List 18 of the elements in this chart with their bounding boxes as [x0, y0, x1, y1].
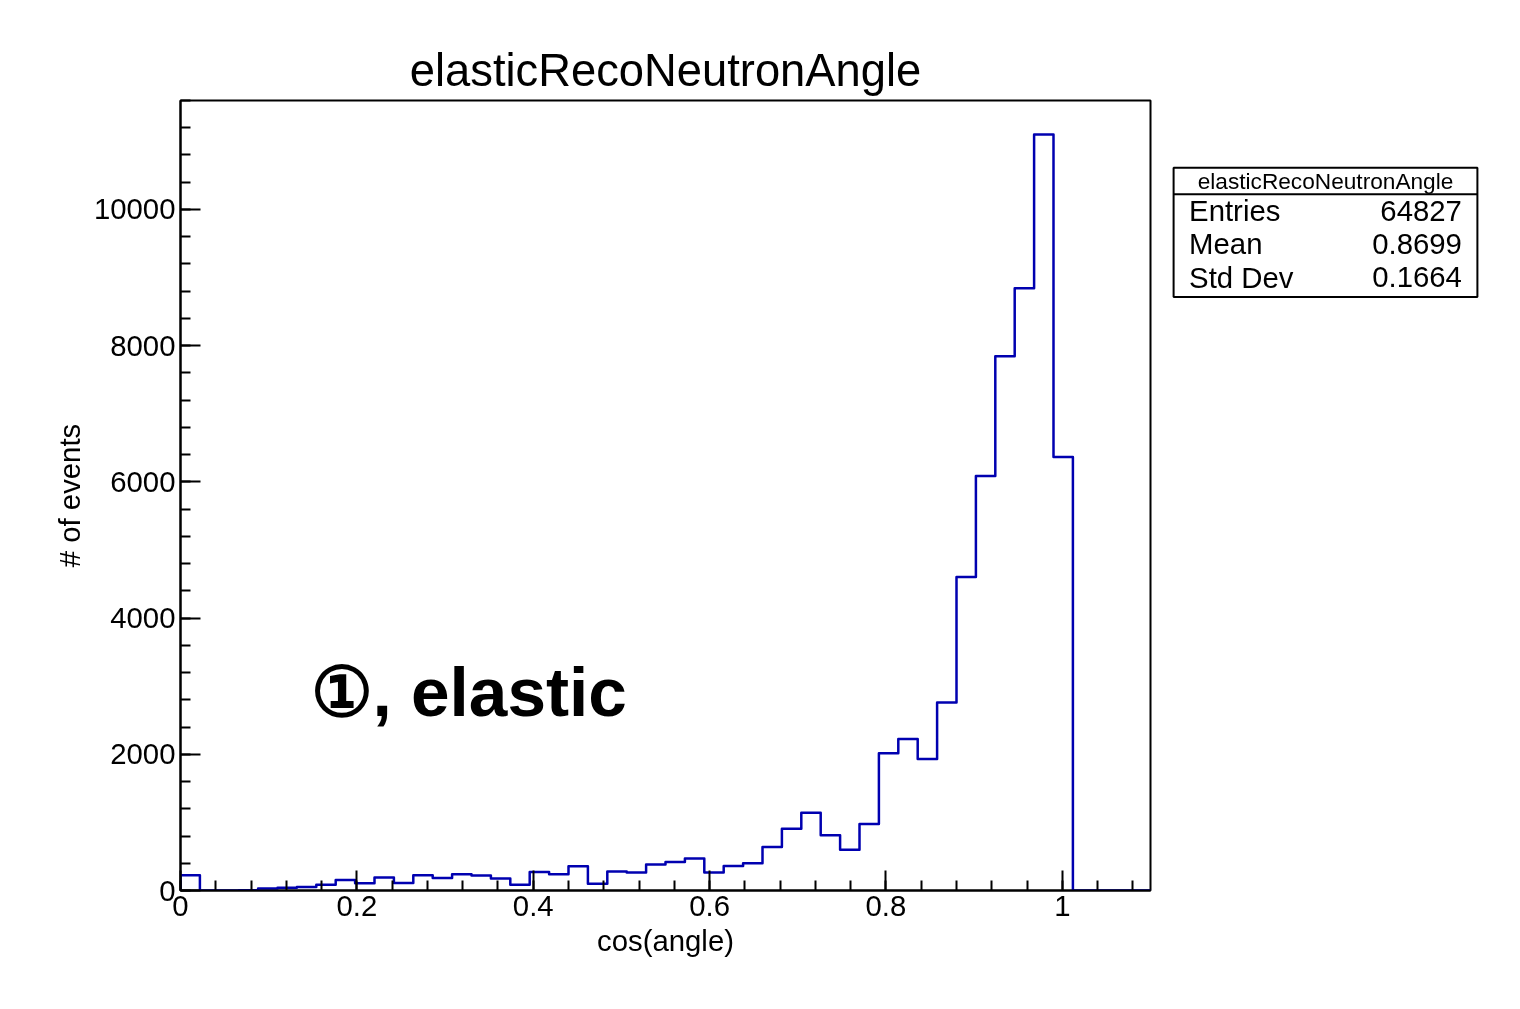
text: Entries 64827 — [1189, 193, 1462, 228]
annotation: ①, elastic — [310, 652, 627, 731]
y-tick-label: 6000 — [110, 464, 176, 498]
y-tick-label: 8000 — [110, 328, 176, 362]
y-tick-label: 2000 — [110, 737, 176, 771]
y-axis-title: # of events — [52, 423, 86, 568]
x-axis-title: cos(angle) — [597, 923, 734, 957]
x-tick-label: 0.4 — [512, 888, 554, 922]
x-tick-label: 0.6 — [689, 888, 730, 922]
x-tick-label: 0.8 — [865, 888, 907, 922]
text: Std Dev 0.1664 — [1189, 260, 1462, 294]
x-tick-label: 1 — [1054, 888, 1071, 922]
chart-title: elasticRecoNeutronAngle — [409, 44, 922, 96]
y-tick-label: 4000 — [110, 601, 176, 635]
y-tick-label: 10000 — [93, 192, 176, 226]
text: elasticRecoNeutronAngle — [1197, 167, 1454, 194]
text: Mean 0.8699 — [1189, 226, 1462, 261]
x-tick-label: 0.2 — [336, 888, 378, 922]
